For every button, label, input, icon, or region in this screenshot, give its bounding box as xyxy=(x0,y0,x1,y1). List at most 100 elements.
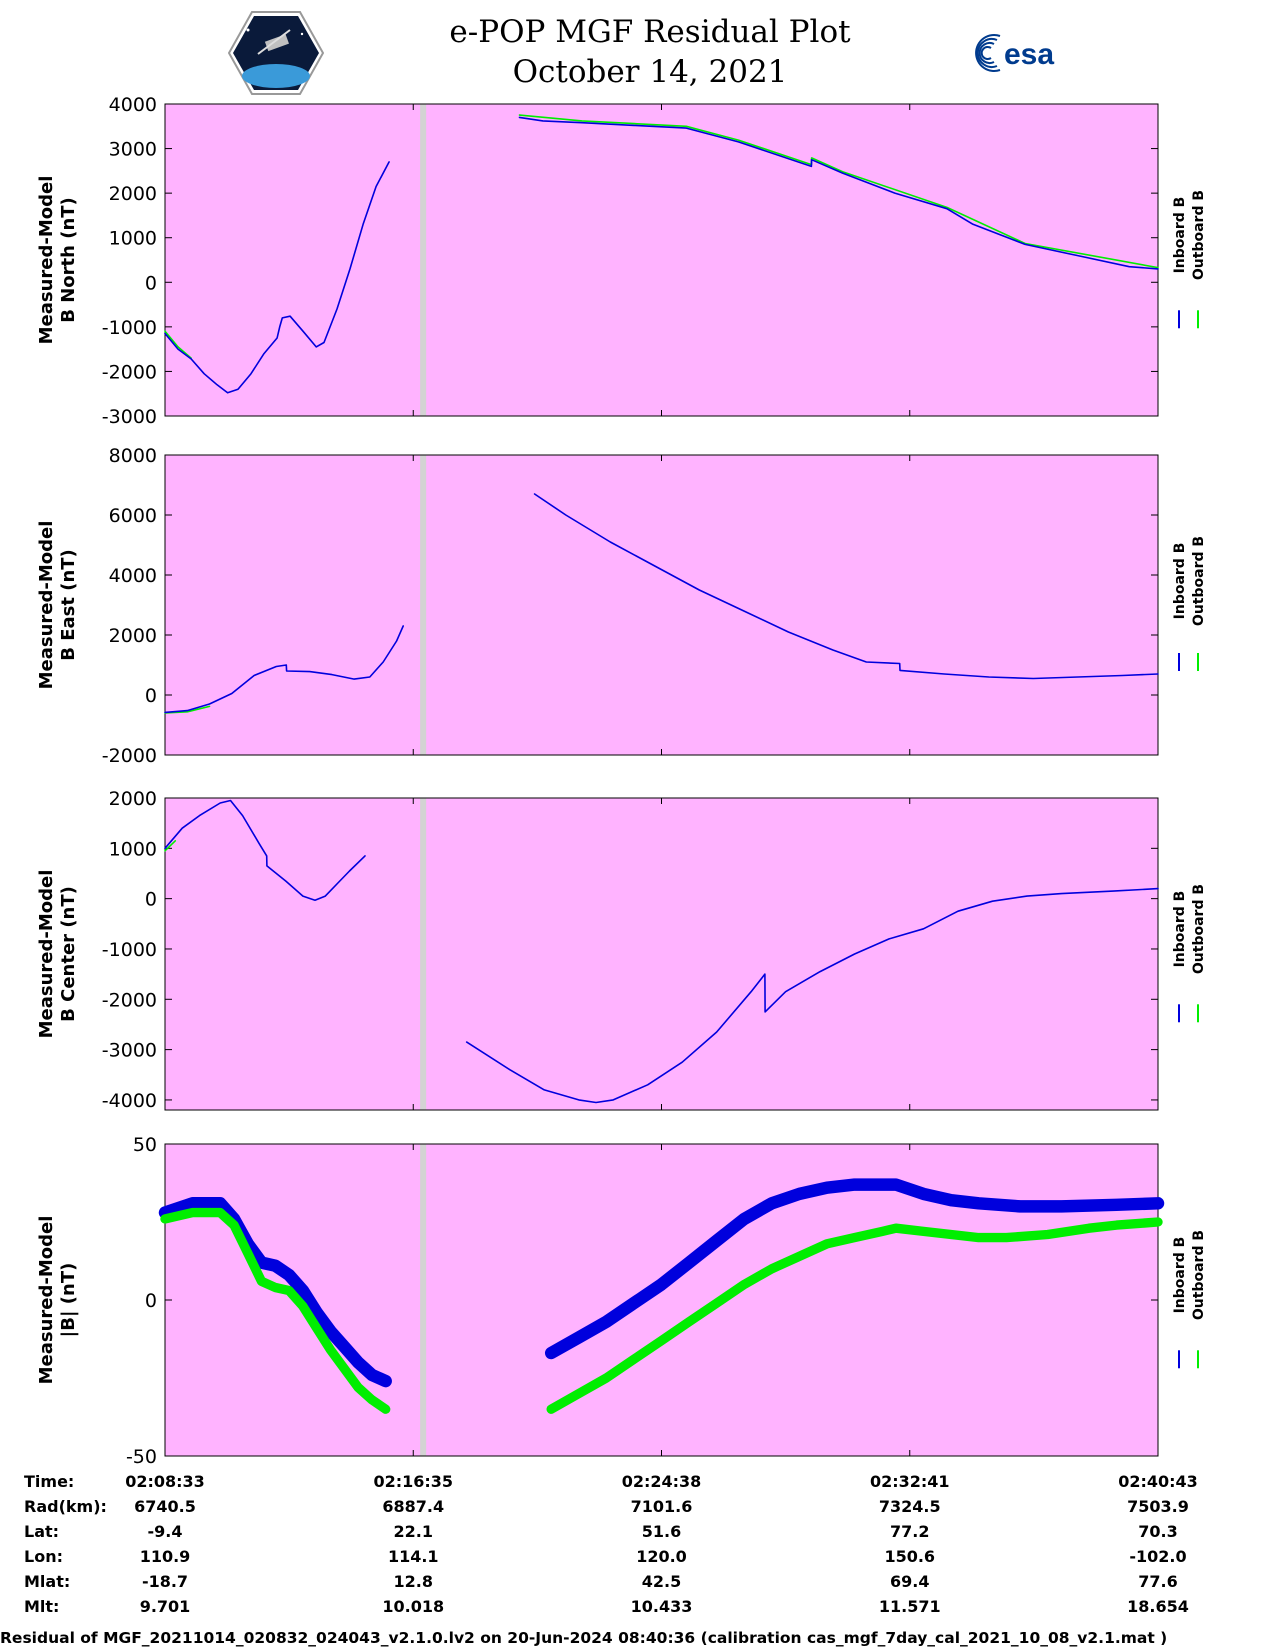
y-axis-label-line1: Measured-Model xyxy=(36,1216,57,1385)
y-axis-label: Measured-ModelB North (nT) xyxy=(36,176,79,345)
footer-value: 10.433 xyxy=(631,1597,693,1616)
y-tick-label: -4000 xyxy=(102,1090,157,1112)
footer-value: 10.018 xyxy=(382,1597,444,1616)
y-tick-label: 8000 xyxy=(109,445,157,467)
footer-value: 02:32:41 xyxy=(870,1472,950,1491)
panel-4: 50 0 -50 Measured-Model|B| (nT) Inboard B Out… xyxy=(36,1134,1207,1468)
footer-value: 12.8 xyxy=(394,1572,433,1591)
data-gap-marker xyxy=(420,455,427,755)
inboard-series-line xyxy=(164,161,390,394)
footer-value: 7503.9 xyxy=(1127,1497,1189,1516)
y-tick-label: -3000 xyxy=(102,406,157,428)
plot-area xyxy=(165,104,1158,416)
y-axis-label-line1: Measured-Model xyxy=(36,176,57,345)
footer-row-label: Rad(km): xyxy=(24,1497,107,1516)
footer-caption: Residual of MGF_20211014_020832_024043_v… xyxy=(0,1629,1167,1647)
inboard-series-line xyxy=(533,493,1159,680)
y-tick-label: 50 xyxy=(133,1134,157,1156)
footer-value: 70.3 xyxy=(1138,1522,1177,1541)
y-axis-label-line1: Measured-Model xyxy=(36,870,57,1039)
y-tick-label: 4000 xyxy=(109,565,157,587)
y-axis-label-line2: B North (nT) xyxy=(58,197,79,323)
footer-value: 9.701 xyxy=(140,1597,191,1616)
panel-2: 8000 6000 4000 2000 0 -2000 Measured-ModelB Ea… xyxy=(36,445,1207,767)
footer-value: 02:16:35 xyxy=(373,1472,453,1491)
plot-area xyxy=(165,455,1158,755)
y-tick-label: -50 xyxy=(126,1446,157,1468)
footer-value: 77.2 xyxy=(890,1522,929,1541)
inboard-series-line xyxy=(518,116,1159,270)
svg-text:esa: esa xyxy=(1004,38,1054,71)
inboard-series-line xyxy=(164,799,366,902)
footer-value: 150.6 xyxy=(884,1547,935,1566)
footer-value: 110.9 xyxy=(140,1547,191,1566)
plot-area xyxy=(165,798,1158,1110)
legend-inboard-label: Inboard B xyxy=(1172,543,1188,620)
y-axis-label-line2: |B| (nT) xyxy=(58,1263,79,1338)
outboard-series-line xyxy=(160,1207,391,1414)
y-tick-label: 0 xyxy=(145,272,157,294)
data-gap-marker xyxy=(420,1144,427,1456)
epop-mission-logo xyxy=(228,11,324,95)
chart-date: October 14, 2021 xyxy=(512,54,788,90)
footer-value: 120.0 xyxy=(636,1547,687,1566)
y-tick-label: 0 xyxy=(145,1290,157,1312)
footer-value: 6740.5 xyxy=(134,1497,196,1516)
y-tick-label: -1000 xyxy=(102,939,157,961)
footer-value: 18.654 xyxy=(1127,1597,1189,1616)
y-tick-label: 2000 xyxy=(109,183,157,205)
footer-value: 42.5 xyxy=(642,1572,681,1591)
footer-value: 11.571 xyxy=(879,1597,941,1616)
legend-inboard-label: Inboard B xyxy=(1172,1237,1188,1314)
legend-inboard-label: Inboard B xyxy=(1172,891,1188,968)
footer-value: 6887.4 xyxy=(382,1497,444,1516)
y-tick-label: 6000 xyxy=(109,505,157,527)
footer-row-label: Time: xyxy=(24,1472,74,1491)
footer-row-label: Lat: xyxy=(24,1522,59,1541)
y-tick-label: -2000 xyxy=(102,745,157,767)
y-axis-label: Measured-ModelB Center (nT) xyxy=(36,870,79,1039)
y-tick-label: 0 xyxy=(145,889,157,911)
footer-value: 7324.5 xyxy=(879,1497,941,1516)
footer-value: 114.1 xyxy=(388,1547,439,1566)
esa-logo: esa xyxy=(975,34,1054,72)
footer-value: 02:08:33 xyxy=(125,1472,205,1491)
footer-row-label: Mlt: xyxy=(24,1597,59,1616)
plot-area xyxy=(165,1144,1158,1456)
legend-outboard-label: Outboard B xyxy=(1191,1230,1207,1320)
y-axis-label-line1: Measured-Model xyxy=(36,521,57,690)
y-tick-label: 4000 xyxy=(109,94,157,116)
y-tick-label: 1000 xyxy=(109,838,157,860)
footer-value: -9.4 xyxy=(148,1522,183,1541)
footer-value: -18.7 xyxy=(142,1572,188,1591)
footer-row-label: Mlat: xyxy=(24,1572,70,1591)
y-tick-label: -3000 xyxy=(102,1040,157,1062)
y-axis-label-line2: B East (nT) xyxy=(58,549,79,661)
outboard-series-line xyxy=(164,839,177,852)
legend-outboard-label: Outboard B xyxy=(1191,190,1207,280)
chart-title: e-POP MGF Residual Plot xyxy=(449,14,851,50)
y-tick-label: 2000 xyxy=(109,625,157,647)
footer-value: -102.0 xyxy=(1129,1547,1186,1566)
inboard-series-line xyxy=(544,1178,1165,1360)
footer-row-label: Lon: xyxy=(24,1547,63,1566)
footer-value: 69.4 xyxy=(890,1572,929,1591)
data-gap-marker xyxy=(420,798,427,1110)
inboard-series-line xyxy=(158,1197,392,1388)
footer-value: 77.6 xyxy=(1138,1572,1177,1591)
legend-inboard-label: Inboard B xyxy=(1172,197,1188,274)
footer-value: 51.6 xyxy=(642,1522,681,1541)
inboard-series-line xyxy=(164,625,405,714)
y-tick-label: -2000 xyxy=(102,989,157,1011)
y-tick-label: 2000 xyxy=(109,788,157,810)
inboard-series-line xyxy=(465,887,1159,1104)
y-tick-label: 0 xyxy=(145,685,157,707)
y-axis-label-line2: B Center (nT) xyxy=(58,886,79,1022)
footer-value: 22.1 xyxy=(394,1522,433,1541)
legend-outboard-label: Outboard B xyxy=(1191,536,1207,626)
panel-3: 2000 1000 0 -1000 -2000 -3000 -4000 Measured-Mo… xyxy=(36,788,1207,1112)
y-tick-label: -1000 xyxy=(102,317,157,339)
outboard-series-line xyxy=(164,330,192,359)
footer-value: 02:24:38 xyxy=(622,1472,702,1491)
